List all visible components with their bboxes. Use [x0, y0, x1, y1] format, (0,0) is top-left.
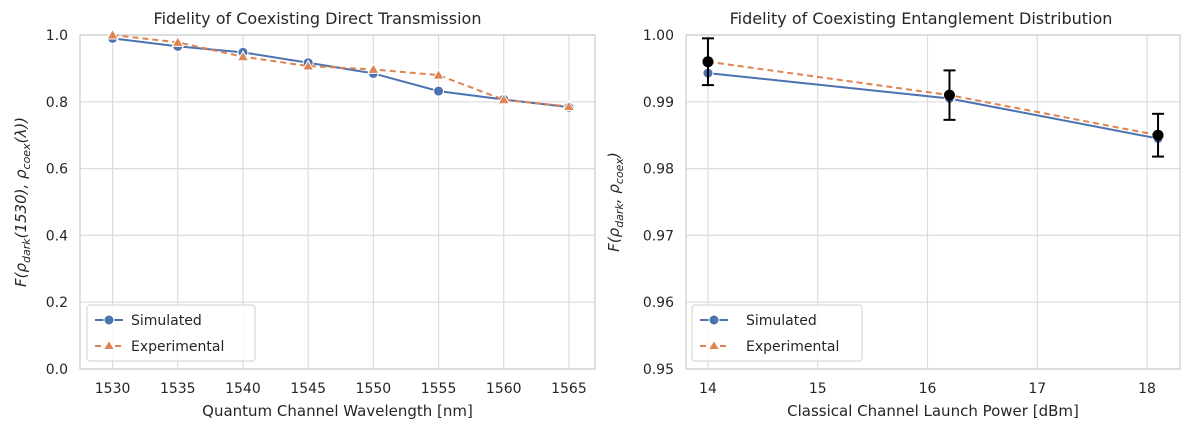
legend-label-simulated: Simulated: [746, 313, 817, 329]
y-tick-label: 0.2: [46, 295, 68, 311]
legend: Simulated Experimental: [691, 304, 863, 362]
y-axis-label: F(ρdark(1530), ρcoex(λ)): [12, 117, 33, 287]
x-axis-label: Quantum Channel Wavelength [nm]: [202, 402, 473, 420]
legend-marker-experimental: [707, 339, 721, 350]
error-bar-point: [943, 89, 955, 101]
plot-frame: [685, 34, 1181, 370]
x-tick-label: 1535: [160, 381, 196, 397]
x-tick-label: 1545: [290, 381, 326, 397]
x-tick-label: 1560: [486, 381, 522, 397]
legend-label-experimental: Experimental: [131, 339, 224, 355]
legend-box: [691, 304, 863, 362]
y-tick-label: 0.0: [46, 362, 68, 378]
data-point-experimental: [432, 68, 445, 80]
data-point-experimental: [106, 28, 119, 40]
y-tick-label: 1.0: [46, 28, 68, 44]
y-tick-label: 0.97: [643, 228, 674, 244]
series-line-experimental: [112, 34, 570, 108]
x-tick-label: 16: [919, 381, 937, 397]
legend-marker-experimental: [102, 339, 116, 350]
legend-label-simulated: Simulated: [131, 313, 202, 329]
data-point-experimental: [171, 35, 185, 47]
tick-labels: 14 15 16 17 18 0.95 0.96 0.97 0.98 0.99 1.00: [643, 28, 1156, 397]
legend-marker-simulated: [708, 314, 720, 326]
legend-label-experimental: Experimental: [746, 339, 839, 355]
data-point-experimental: [497, 93, 511, 105]
error-bar-point: [1152, 129, 1164, 141]
x-tick-label: 17: [1028, 381, 1046, 397]
plot-frame: [79, 34, 596, 370]
y-tick-label: 0.6: [46, 162, 68, 178]
legend-box: [86, 304, 256, 362]
legend: Simulated Experimental: [86, 304, 256, 362]
legend-marker-simulated: [103, 314, 115, 326]
data-point-experimental: [562, 99, 576, 111]
data-point-experimental: [236, 50, 250, 62]
x-tick-label: 18: [1138, 381, 1156, 397]
chart-title: Fidelity of Coexisting Entanglement Dist…: [730, 9, 1113, 28]
data-point-experimental: [366, 62, 380, 74]
y-axis-label: F(ρdark, ρcoex): [605, 152, 626, 252]
series-line-simulated: [707, 72, 1159, 140]
y-tick-label: 0.4: [46, 228, 68, 244]
x-axis-label: Classical Channel Launch Power [dBm]: [787, 402, 1079, 420]
y-tick-label: 0.98: [643, 162, 674, 178]
error-bar-point: [702, 56, 714, 68]
y-tick-label: 0.8: [46, 95, 68, 111]
series-layer: [106, 28, 576, 113]
x-tick-label: 1550: [356, 381, 392, 397]
y-tick-label: 0.95: [643, 362, 674, 378]
x-tick-label: 1530: [95, 381, 131, 397]
x-tick-label: 1540: [225, 381, 261, 397]
y-tick-label: 0.96: [643, 295, 674, 311]
chart-title: Fidelity of Coexisting Direct Transmissi…: [154, 9, 482, 28]
x-tick-label: 14: [699, 381, 717, 397]
y-tick-label: 0.99: [643, 95, 674, 111]
chart-panel-entanglement-distribution: Fidelity of Coexisting Entanglement Dist…: [605, 9, 1181, 420]
x-tick-label: 15: [809, 381, 827, 397]
x-tick-label: 1565: [551, 381, 587, 397]
tick-labels: 1530 1535 1540 1545 1550 1555 1560 1565 0.0 0.2 0.…: [46, 28, 587, 397]
chart-panel-direct-transmission: Fidelity of Coexisting Direct Transmissi…: [12, 9, 596, 420]
series-line-experimental: [707, 60, 1159, 137]
y-tick-label: 1.00: [643, 28, 674, 44]
x-tick-label: 1555: [421, 381, 457, 397]
series-layer: [701, 37, 1165, 158]
data-point-experimental: [301, 59, 315, 71]
data-point-simulated: [433, 85, 445, 97]
